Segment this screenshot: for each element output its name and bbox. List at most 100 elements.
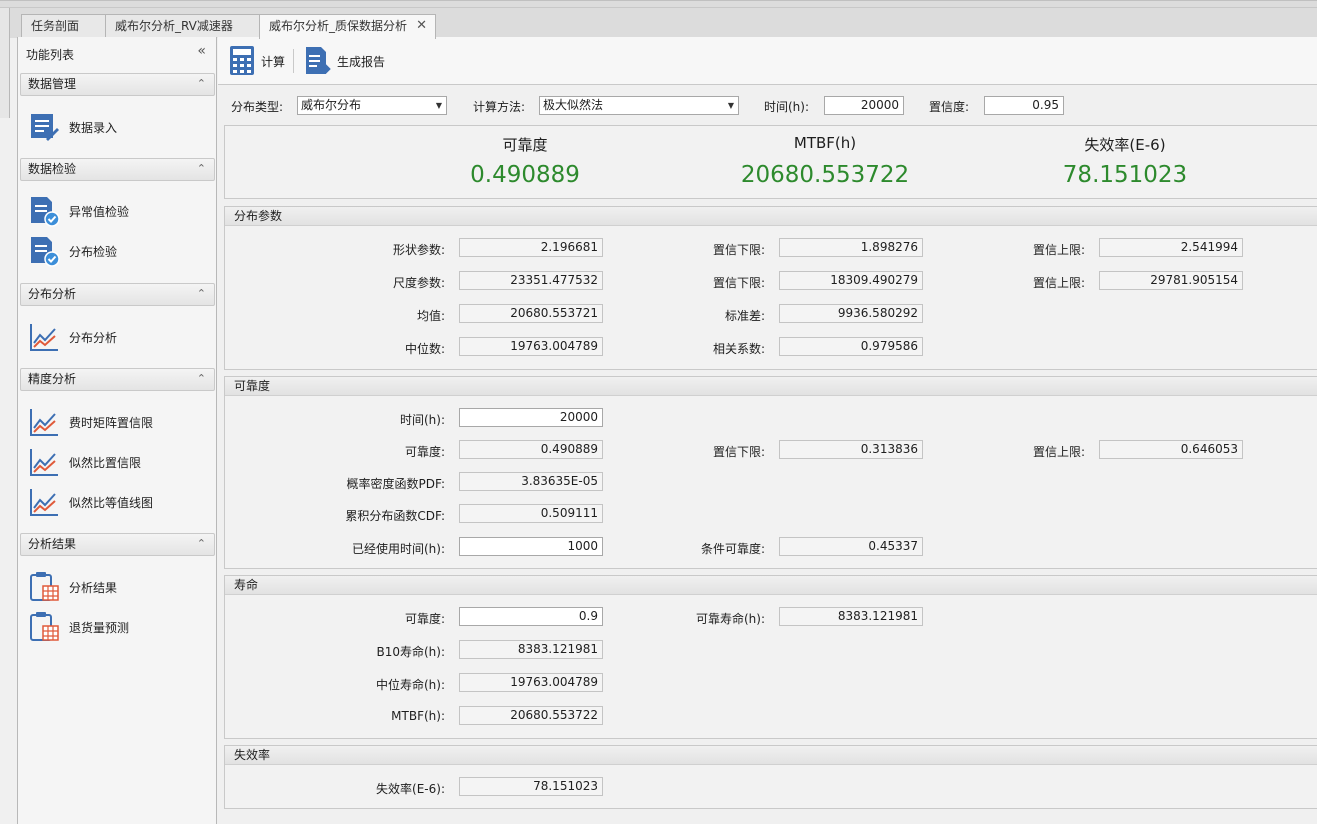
chevron-up-icon[interactable]: ⌃ bbox=[196, 372, 206, 385]
std-value: 9936.580292 bbox=[779, 304, 923, 323]
median-life-value: 19763.004789 bbox=[459, 673, 603, 692]
rel-lower-value: 0.313836 bbox=[779, 440, 923, 459]
median-life-label: 中位寿命(h): bbox=[375, 678, 445, 692]
group-header-analysis-results[interactable]: 分析结果 ⌃ bbox=[20, 533, 215, 556]
sidebar-item-return-forecast[interactable]: 退货量预测 bbox=[28, 611, 208, 643]
life-panel: 寿命 可靠度: 0.9 可靠寿命(h): 8383.121981 B10寿命(h… bbox=[224, 575, 1317, 739]
reliable-life-value: 8383.121981 bbox=[779, 607, 923, 626]
sidebar-item-label: 分布分析 bbox=[69, 331, 118, 345]
tab-mission-profile[interactable]: 任务剖面 bbox=[21, 14, 106, 38]
sidebar-title: 功能列表 bbox=[26, 48, 75, 62]
collapse-icon[interactable]: « bbox=[197, 43, 206, 59]
sidebar-item-analysis-results[interactable]: 分析结果 bbox=[28, 571, 208, 603]
group-header-data-check[interactable]: 数据检验 ⌃ bbox=[20, 158, 215, 181]
summary-panel: 可靠度 0.490889 MTBF(h) 20680.553722 失效率(E-… bbox=[224, 125, 1317, 199]
scale-upper-value: 29781.905154 bbox=[1099, 271, 1243, 290]
line-chart-icon bbox=[30, 324, 58, 351]
rel-value-label: 可靠度: bbox=[404, 445, 445, 459]
line-chart-icon bbox=[30, 489, 58, 516]
panel-header: 可靠度 bbox=[225, 377, 1317, 396]
sidebar-item-outlier-check[interactable]: 异常值检验 bbox=[28, 195, 208, 227]
sidebar-item-label: 数据录入 bbox=[69, 121, 118, 135]
chevron-up-icon[interactable]: ⌃ bbox=[196, 287, 206, 300]
failure-rate-panel: 失效率 失效率(E-6): 78.151023 bbox=[224, 745, 1317, 809]
used-time-input[interactable]: 1000 bbox=[459, 537, 603, 556]
dist-type-select[interactable]: 威布尔分布 ▼ bbox=[297, 96, 447, 115]
sidebar-item-likelihood-contour[interactable]: 似然比等值线图 bbox=[28, 486, 208, 518]
sidebar-item-label: 退货量预测 bbox=[69, 621, 130, 635]
calculator-icon bbox=[230, 46, 254, 75]
sidebar-item-distribution-analysis[interactable]: 分布分析 bbox=[28, 321, 208, 353]
rel-time-input[interactable]: 20000 bbox=[459, 408, 603, 427]
sidebar-item-label: 似然比等值线图 bbox=[69, 496, 154, 510]
method-select[interactable]: 极大似然法 ▼ bbox=[539, 96, 739, 115]
group-title: 分布分析 bbox=[28, 287, 77, 301]
dist-type-value: 威布尔分布 bbox=[301, 98, 362, 112]
check-doc-icon bbox=[31, 197, 60, 227]
mtbf-summary-label: MTBF(h) bbox=[793, 134, 857, 152]
reliability-summary-value: 0.490889 bbox=[470, 162, 580, 188]
distribution-params-panel: 分布参数 形状参数: 2.196681 置信下限: 1.898276 置信上限:… bbox=[224, 206, 1317, 370]
data-entry-icon bbox=[31, 114, 59, 141]
group-title: 精度分析 bbox=[28, 372, 77, 386]
reliable-life-label: 可靠寿命(h): bbox=[695, 612, 765, 626]
rel-lower-label: 置信下限: bbox=[712, 445, 765, 459]
method-label: 计算方法: bbox=[473, 100, 526, 114]
mtbf-label: MTBF(h): bbox=[391, 709, 445, 723]
tab-weibull-rv[interactable]: 威布尔分析_RV减速器 bbox=[105, 14, 260, 38]
median-value: 19763.004789 bbox=[459, 337, 603, 356]
time-input[interactable]: 20000 bbox=[824, 96, 904, 115]
confidence-label: 置信度: bbox=[929, 100, 970, 114]
tab-label: 威布尔分析_质保数据分析 bbox=[269, 19, 408, 33]
cdf-label: 累积分布函数CDF: bbox=[345, 509, 445, 523]
shape-param-value: 2.196681 bbox=[459, 238, 603, 257]
left-dock-stub bbox=[0, 8, 10, 118]
chevron-up-icon[interactable]: ⌃ bbox=[196, 77, 206, 90]
used-time-label: 已经使用时间(h): bbox=[351, 542, 445, 556]
rel-upper-value: 0.646053 bbox=[1099, 440, 1243, 459]
sidebar-item-data-entry[interactable]: 数据录入 bbox=[28, 111, 208, 143]
toolbar-separator bbox=[293, 49, 294, 73]
clipboard-table-icon bbox=[30, 612, 59, 641]
sidebar-item-distribution-check[interactable]: 分布检验 bbox=[28, 235, 208, 267]
calculate-button[interactable]: 计算 bbox=[229, 45, 289, 77]
shape-upper-label: 置信上限: bbox=[1032, 243, 1085, 257]
b10-life-value: 8383.121981 bbox=[459, 640, 603, 659]
tab-weibull-warranty[interactable]: 威布尔分析_质保数据分析 ✕ bbox=[259, 14, 436, 39]
median-label: 中位数: bbox=[404, 342, 445, 356]
close-icon[interactable]: ✕ bbox=[416, 18, 427, 33]
function-list-sidebar: 功能列表 « 数据管理 ⌃ 数据录入 数据检验 ⌃ bbox=[17, 37, 217, 824]
chevron-up-icon[interactable]: ⌃ bbox=[196, 537, 206, 550]
scale-lower-value: 18309.490279 bbox=[779, 271, 923, 290]
confidence-input[interactable]: 0.95 bbox=[984, 96, 1064, 115]
sidebar-item-likelihood-ratio-bounds[interactable]: 似然比置信限 bbox=[28, 446, 208, 478]
sidebar-item-fisher-matrix-bounds[interactable]: 费时矩阵置信限 bbox=[28, 406, 208, 438]
group-header-distribution-analysis[interactable]: 分布分析 ⌃ bbox=[20, 283, 215, 306]
method-value: 极大似然法 bbox=[543, 98, 604, 112]
tab-label: 威布尔分析_RV减速器 bbox=[115, 19, 233, 33]
pdf-value: 3.83635E-05 bbox=[459, 472, 603, 491]
generate-report-button[interactable]: 生成报告 bbox=[304, 45, 394, 77]
toolbar: 计算 生成报告 bbox=[218, 37, 1317, 85]
group-header-precision-analysis[interactable]: 精度分析 ⌃ bbox=[20, 368, 215, 391]
corr-value: 0.979586 bbox=[779, 337, 923, 356]
tab-strip: 任务剖面 威布尔分析_RV减速器 威布尔分析_质保数据分析 ✕ bbox=[0, 0, 1317, 118]
sidebar-item-label: 分析结果 bbox=[69, 581, 118, 595]
generate-report-label: 生成报告 bbox=[337, 55, 386, 69]
shape-lower-value: 1.898276 bbox=[779, 238, 923, 257]
corr-label: 相关系数: bbox=[712, 342, 765, 356]
cond-rel-label: 条件可靠度: bbox=[700, 542, 765, 556]
mean-label: 均值: bbox=[416, 309, 445, 323]
group-header-data-management[interactable]: 数据管理 ⌃ bbox=[20, 73, 215, 96]
scale-lower-label: 置信下限: bbox=[712, 276, 765, 290]
life-rel-input[interactable]: 0.9 bbox=[459, 607, 603, 626]
std-label: 标准差: bbox=[724, 309, 765, 323]
failure-rate-summary-value: 78.151023 bbox=[1062, 162, 1188, 188]
dropdown-arrow-icon[interactable]: ▼ bbox=[727, 101, 734, 110]
main-content: 分布类型: 威布尔分布 ▼ 计算方法: 极大似然法 ▼ 时间(h): 20000… bbox=[218, 86, 1317, 824]
reliability-summary-label: 可靠度 bbox=[502, 136, 548, 154]
sidebar-item-label: 似然比置信限 bbox=[69, 456, 142, 470]
chevron-up-icon[interactable]: ⌃ bbox=[196, 162, 206, 175]
panel-header: 失效率 bbox=[225, 746, 1317, 765]
dropdown-arrow-icon[interactable]: ▼ bbox=[435, 101, 442, 110]
